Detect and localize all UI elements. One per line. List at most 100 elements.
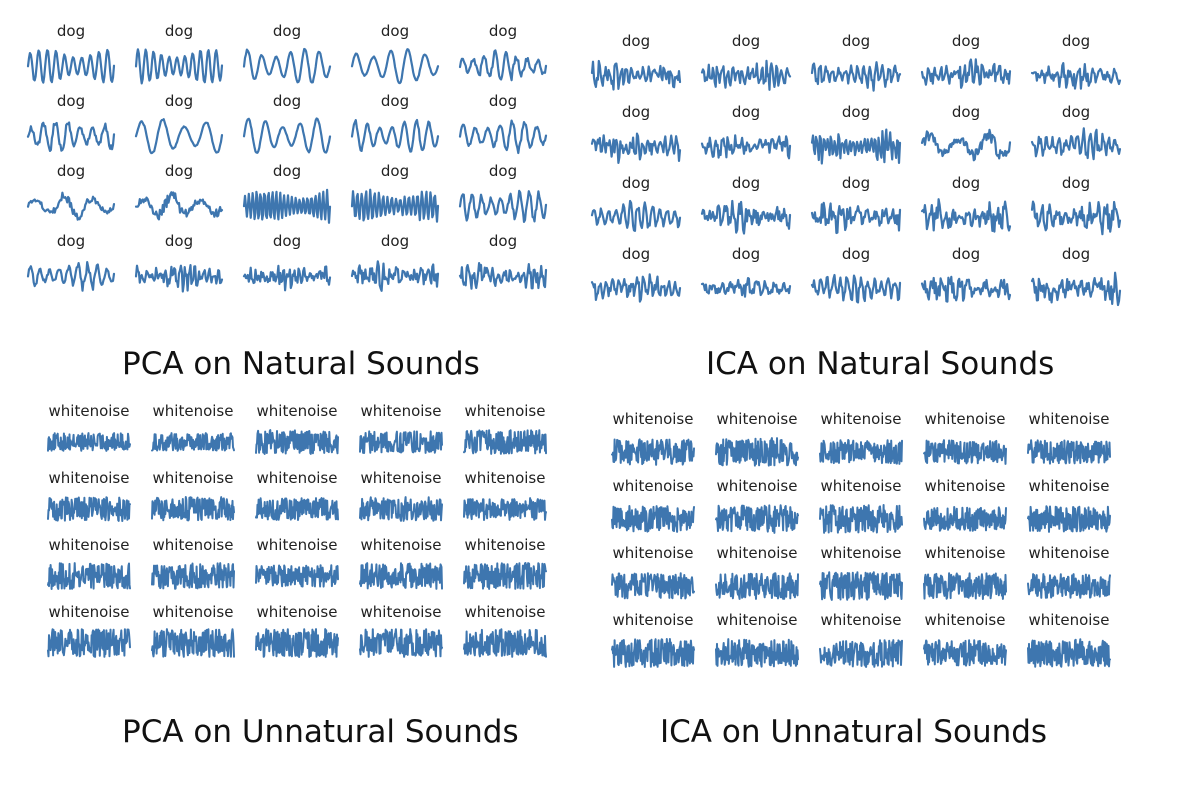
waveform-label: whitenoise <box>257 402 338 420</box>
waveform-line <box>1027 439 1111 465</box>
waveform-label: dog <box>842 245 870 263</box>
waveform-line <box>242 117 332 154</box>
waveform-line <box>242 47 332 84</box>
waveform-label: dog <box>622 32 650 50</box>
waveform-label: whitenoise <box>1029 544 1110 562</box>
waveform-label: dog <box>489 232 517 250</box>
waveform-line <box>590 59 682 91</box>
waveform-line <box>255 564 339 588</box>
waveform-label: whitenoise <box>925 611 1006 629</box>
waveform-line <box>611 572 695 600</box>
waveform-line <box>1030 62 1122 90</box>
waveform-line <box>463 628 547 658</box>
waveform-label: whitenoise <box>465 603 546 621</box>
waveform-line <box>611 438 695 466</box>
waveform-label: whitenoise <box>465 469 546 487</box>
waveform-label: dog <box>165 162 193 180</box>
waveform-line <box>359 496 443 522</box>
waveform-label: dog <box>57 92 85 110</box>
ica-natural-caption: ICA on Natural Sounds <box>706 346 1055 382</box>
waveform-label: dog <box>622 245 650 263</box>
waveform-label: dog <box>952 32 980 50</box>
waveform-line <box>463 497 547 521</box>
waveform-line <box>810 128 902 165</box>
waveform-label: whitenoise <box>717 410 798 428</box>
waveform-line <box>134 48 224 85</box>
waveform-label: whitenoise <box>49 469 130 487</box>
waveform-line <box>458 119 548 155</box>
waveform-label: whitenoise <box>361 603 442 621</box>
waveform-line <box>151 432 235 452</box>
waveform-label: whitenoise <box>717 477 798 495</box>
waveform-label: dog <box>732 103 760 121</box>
waveform-line <box>134 264 224 293</box>
waveform-line <box>458 189 548 223</box>
waveform-label: dog <box>952 174 980 192</box>
waveform-label: whitenoise <box>153 603 234 621</box>
waveform-label: whitenoise <box>49 402 130 420</box>
waveform-label: dog <box>1062 103 1090 121</box>
waveform-line <box>819 571 903 601</box>
waveform-line <box>920 128 1012 162</box>
waveform-line <box>26 191 116 221</box>
waveform-label: dog <box>622 103 650 121</box>
waveform-label: whitenoise <box>613 410 694 428</box>
waveform-line <box>255 497 339 521</box>
waveform-line <box>151 562 235 590</box>
waveform-line <box>590 132 682 164</box>
waveform-label: whitenoise <box>925 544 1006 562</box>
waveform-line <box>350 260 440 292</box>
waveform-label: whitenoise <box>257 469 338 487</box>
waveform-line <box>151 628 235 658</box>
waveform-line <box>47 628 131 658</box>
waveform-label: dog <box>273 162 301 180</box>
waveform-line <box>611 638 695 668</box>
waveform-label: dog <box>381 162 409 180</box>
waveform-line <box>350 118 440 153</box>
waveform-line <box>1030 127 1122 161</box>
waveform-line <box>819 639 903 668</box>
waveform-label: whitenoise <box>925 477 1006 495</box>
waveform-label: whitenoise <box>1029 477 1110 495</box>
waveform-label: dog <box>489 162 517 180</box>
waveform-line <box>715 572 799 600</box>
waveform-line <box>920 275 1012 303</box>
waveform-line <box>359 562 443 590</box>
waveform-line <box>47 432 131 452</box>
pca-unnatural-caption: PCA on Unnatural Sounds <box>122 714 519 750</box>
waveform-line <box>47 562 131 590</box>
waveform-line <box>26 48 116 84</box>
waveform-line <box>923 439 1007 465</box>
waveform-line <box>463 562 547 590</box>
waveform-line <box>1027 505 1111 533</box>
waveform-label: dog <box>57 162 85 180</box>
waveform-label: whitenoise <box>821 611 902 629</box>
waveform-label: whitenoise <box>153 402 234 420</box>
waveform-label: whitenoise <box>717 611 798 629</box>
waveform-label: dog <box>952 103 980 121</box>
waveform-line <box>715 437 799 467</box>
waveform-line <box>458 262 548 290</box>
waveform-line <box>1030 200 1122 236</box>
waveform-line <box>1027 573 1111 599</box>
waveform-line <box>810 201 902 235</box>
waveform-label: dog <box>622 174 650 192</box>
waveform-label: dog <box>1062 32 1090 50</box>
waveform-label: whitenoise <box>1029 611 1110 629</box>
waveform-label: whitenoise <box>613 611 694 629</box>
waveform-label: dog <box>1062 174 1090 192</box>
pca-unnatural-waveform-grid: whitenoise whitenoise whitenoise whitenoise… <box>47 402 547 658</box>
waveform-label: dog <box>842 174 870 192</box>
waveform-line <box>810 273 902 304</box>
waveform-label: dog <box>273 22 301 40</box>
waveform-label: dog <box>381 232 409 250</box>
waveform-label: dog <box>165 92 193 110</box>
pca-unnatural-sounds-grid: whitenoise whitenoise whitenoise whitenoise… <box>47 400 568 690</box>
waveform-line <box>350 188 440 223</box>
waveform-line <box>819 504 903 534</box>
waveform-line <box>463 429 547 455</box>
ica-unnatural-sounds-grid: whitenoise whitenoise whitenoise whitenoise… <box>611 408 1132 698</box>
waveform-line <box>255 429 339 455</box>
waveform-label: dog <box>842 32 870 50</box>
ica-natural-sounds-grid: dog dog dog dog dog dog dog dog dog dog dog dog dog d… <box>590 30 1132 330</box>
